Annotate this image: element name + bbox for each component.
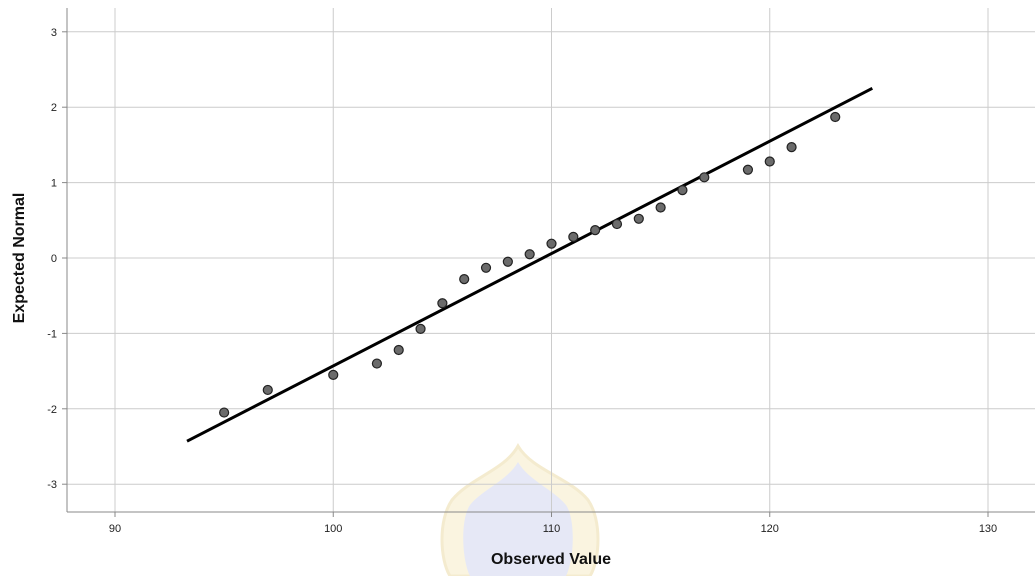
data-point [699,172,710,183]
data-point [764,156,775,167]
data-point [459,274,470,285]
data-point [415,323,426,334]
x-tick-label: 90 [109,523,121,535]
data-point [633,213,644,224]
data-point [328,369,339,380]
data-points [219,111,841,418]
data-point [742,164,754,175]
x-tick-label: 120 [761,523,779,535]
data-point [568,231,579,242]
data-point [524,249,535,260]
data-point [786,142,797,153]
data-point [219,407,230,418]
y-tick-labels: 3 2 1 0 -1 -2 -3 [47,27,67,491]
y-axis-title: Expected Normal [11,193,28,324]
data-point [437,298,448,309]
data-point [393,344,404,356]
y-tick-label: -2 [47,404,57,416]
data-point [611,218,623,230]
y-tick-label: 0 [51,253,57,265]
data-point [502,256,513,267]
y-tick-label: -1 [47,328,57,340]
x-tick-label: 100 [324,523,342,535]
x-tick-label: 110 [543,523,561,535]
data-point [262,384,273,396]
data-point [546,238,557,249]
reference-line [186,87,874,443]
x-axis-title: Observed Value [491,551,611,568]
data-point [590,225,601,236]
x-tick-labels: 90 100 110 120 130 [109,512,997,535]
x-tick-label: 130 [979,523,997,535]
y-tick-label: 2 [51,102,57,114]
reference-line-group [186,87,874,443]
data-point [677,185,688,196]
data-point [371,358,382,369]
y-tick-label: 1 [51,178,57,190]
gridlines [67,8,1035,512]
y-tick-label: 3 [51,27,57,39]
data-point [830,111,841,123]
data-point [655,202,666,213]
y-tick-label: -3 [47,479,57,491]
data-point [480,262,492,273]
